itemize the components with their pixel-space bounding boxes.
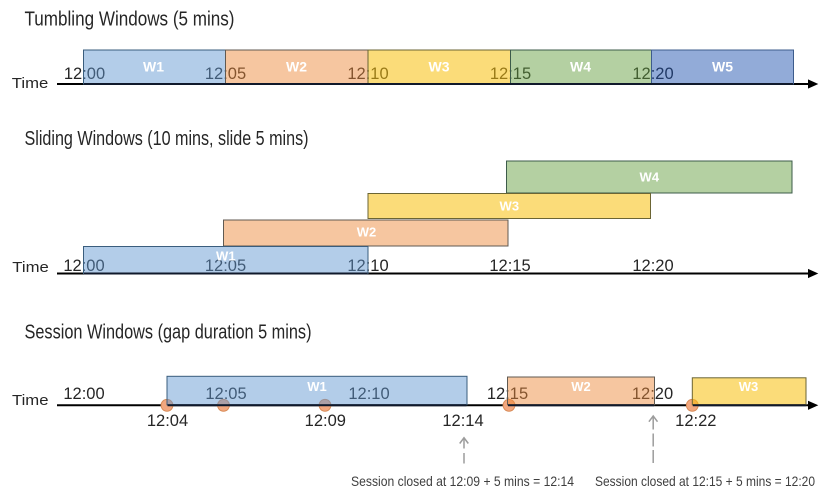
- svg-text:W5: W5: [712, 58, 733, 74]
- svg-text:W1: W1: [307, 379, 327, 394]
- svg-text:Session Windows (gap duration: Session Windows (gap duration 5 mins): [25, 321, 312, 343]
- svg-text:12:04: 12:04: [147, 412, 188, 430]
- svg-text:Session closed at 12:15 + 5 mi: Session closed at 12:15 + 5 mins = 12:20: [595, 473, 815, 489]
- svg-text:W1: W1: [216, 248, 236, 263]
- svg-text:12:20: 12:20: [632, 65, 673, 83]
- svg-text:12:09: 12:09: [305, 412, 346, 430]
- svg-text:12:20: 12:20: [632, 385, 673, 403]
- svg-text:12:05: 12:05: [205, 385, 246, 403]
- svg-text:12:00: 12:00: [63, 385, 104, 403]
- svg-text:W4: W4: [570, 58, 591, 74]
- svg-text:12:05: 12:05: [205, 257, 246, 275]
- svg-text:12:00: 12:00: [64, 65, 105, 83]
- svg-text:Session closed at 12:09 + 5 mi: Session closed at 12:09 + 5 mins = 12:14: [351, 473, 574, 489]
- svg-text:W2: W2: [357, 225, 377, 240]
- svg-text:W4: W4: [640, 170, 660, 185]
- svg-text:W2: W2: [571, 379, 591, 394]
- svg-text:W3: W3: [739, 379, 759, 394]
- svg-text:W3: W3: [429, 58, 450, 74]
- svg-text:W2: W2: [286, 58, 307, 74]
- svg-text:12:10: 12:10: [348, 385, 389, 403]
- svg-text:W3: W3: [500, 199, 520, 214]
- svg-text:Time: Time: [12, 75, 49, 92]
- svg-text:Time: Time: [12, 392, 49, 409]
- svg-text:Time: Time: [12, 259, 49, 276]
- svg-text:Sliding Windows (10 mins, slid: Sliding Windows (10 mins, slide 5 mins): [25, 128, 309, 150]
- svg-text:12:22: 12:22: [675, 412, 716, 430]
- svg-text:12:20: 12:20: [632, 257, 673, 275]
- svg-text:12:14: 12:14: [442, 412, 483, 430]
- svg-text:Tumbling Windows (5 mins): Tumbling Windows (5 mins): [25, 9, 235, 31]
- svg-text:12:15: 12:15: [489, 257, 530, 275]
- svg-text:W1: W1: [143, 58, 164, 74]
